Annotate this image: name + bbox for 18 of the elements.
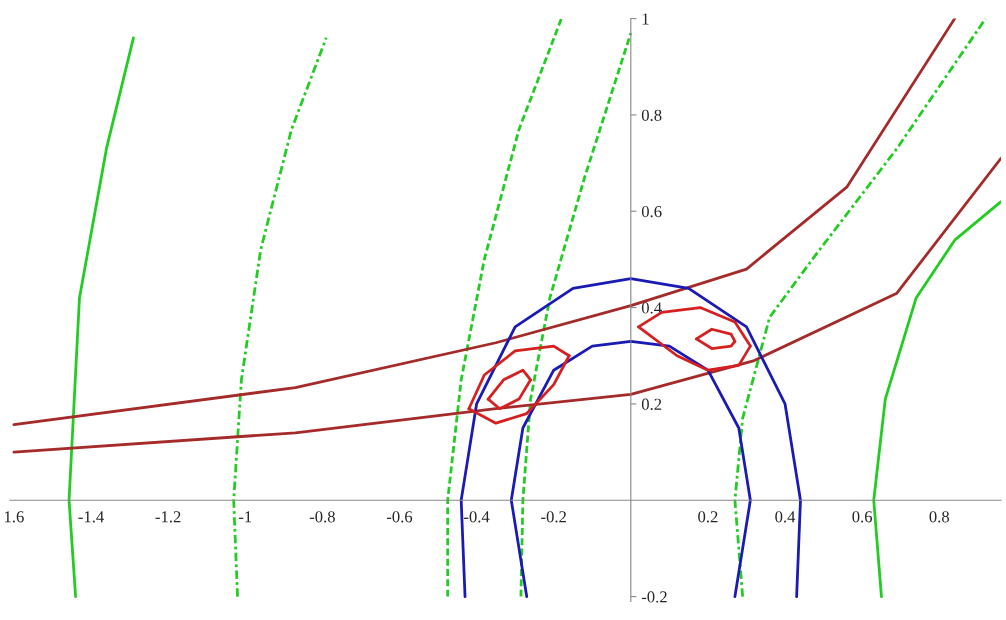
x-tick-label: -0.8 (309, 511, 335, 523)
x-tick-label: 0.6 (852, 511, 873, 523)
y-tick-label: 0.2 (641, 398, 662, 410)
x-tick-label: -1.2 (155, 511, 181, 523)
x-tick-label: -1 (238, 511, 252, 523)
x-tick-label: -0.2 (541, 511, 566, 523)
x-tick-label: -1.4 (78, 511, 104, 523)
x-tick-label: -0.4 (464, 511, 490, 523)
y-tick-label: 0.6 (641, 205, 662, 218)
x-tick-label: 0.2 (698, 511, 718, 523)
y-tick-label: 1 (642, 13, 649, 25)
x-tick-label: -0.6 (386, 511, 413, 523)
x-tick-label: 1.6 (4, 511, 24, 523)
y-tick-label: -0.2 (641, 591, 667, 603)
x-tick-label: 0.4 (775, 511, 796, 523)
x-tick-label: 0.8 (929, 511, 950, 523)
y-tick-label: 0.8 (641, 109, 662, 121)
y-tick-label: 0.4 (641, 302, 662, 314)
